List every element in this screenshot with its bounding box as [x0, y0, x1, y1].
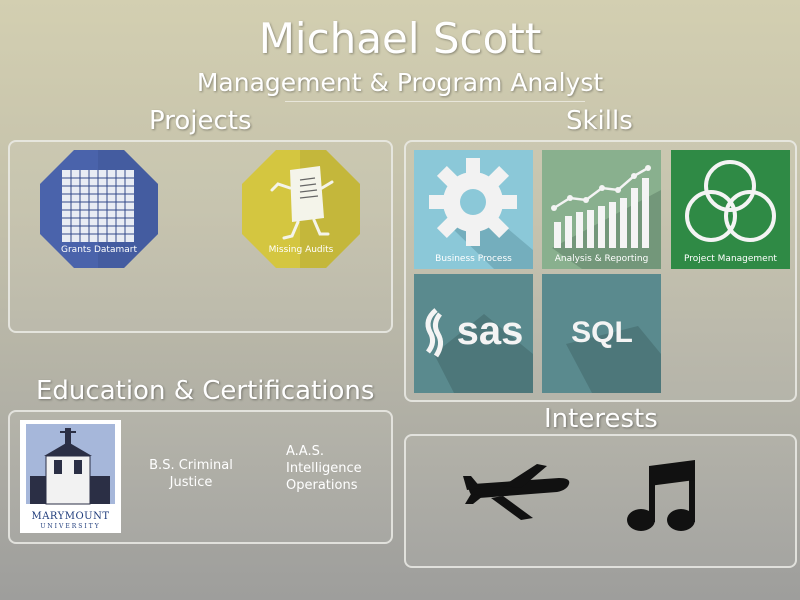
- airplane-icon: [463, 464, 570, 520]
- project-label: Grants Datamart: [61, 245, 137, 255]
- venn-diagram-icon: [685, 160, 776, 242]
- degree-line: Justice: [169, 475, 213, 490]
- skill-label: Business Process: [435, 254, 512, 264]
- spreadsheet-icon: [40, 150, 158, 268]
- degree-line: A.A.S.: [286, 444, 324, 459]
- university-logo: MARYMOUNT UNIVERSITY: [20, 420, 121, 533]
- music-note-icon: [627, 460, 695, 531]
- running-document-icon: [242, 150, 360, 268]
- projects-heading: Projects: [149, 106, 252, 136]
- page-subtitle: Management & Program Analyst: [196, 68, 604, 97]
- title-divider: [285, 101, 585, 102]
- sql-text-icon: SQL: [566, 316, 661, 393]
- interests-heading: Interests: [544, 404, 658, 434]
- skill-sql[interactable]: SQL: [542, 274, 661, 393]
- skill-sas[interactable]: sas: [414, 274, 533, 393]
- logo-text-primary: MARYMOUNT: [31, 511, 110, 522]
- degree-line: Operations: [286, 478, 358, 493]
- education-heading: Education & Certifications: [36, 376, 375, 406]
- skill-analysis-reporting[interactable]: Analysis & Reporting: [542, 150, 661, 269]
- logo-text-secondary: UNIVERSITY: [40, 523, 101, 530]
- page-title: Michael Scott: [258, 14, 542, 63]
- bell-tower-icon: [20, 420, 121, 510]
- skill-business-process[interactable]: Business Process: [414, 150, 533, 269]
- degree-bs: B.S. Criminal Justice: [136, 457, 246, 491]
- skill-project-management[interactable]: Project Management: [671, 150, 790, 269]
- skill-label: Project Management: [684, 254, 777, 264]
- project-grants-datamart[interactable]: Grants Datamart: [38, 148, 160, 270]
- project-missing-audits[interactable]: Missing Audits: [240, 148, 362, 270]
- skills-heading: Skills: [566, 106, 633, 136]
- gear-icon: [429, 158, 533, 269]
- degree-line: Intelligence: [286, 461, 362, 476]
- svg-text:sas: sas: [457, 309, 524, 353]
- sas-logo-icon: sas: [425, 308, 533, 393]
- degree-aas: A.A.S. Intelligence Operations: [286, 443, 386, 494]
- skill-label: Analysis & Reporting: [554, 254, 649, 264]
- bar-chart-icon: [551, 165, 661, 269]
- project-label: Missing Audits: [268, 245, 334, 255]
- degree-line: B.S. Criminal: [149, 458, 233, 473]
- svg-text:SQL: SQL: [571, 316, 633, 349]
